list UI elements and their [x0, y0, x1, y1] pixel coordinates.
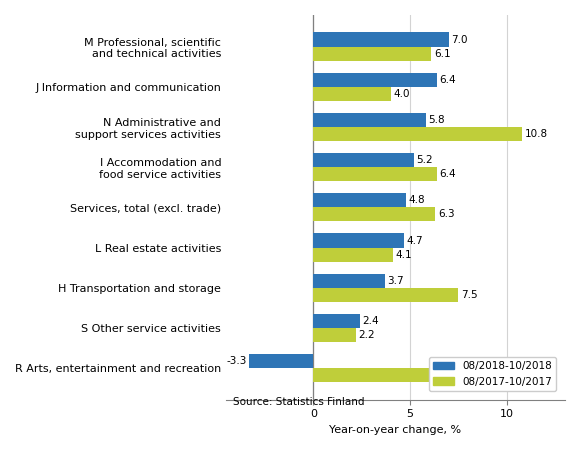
Text: 5.2: 5.2: [416, 155, 433, 165]
Bar: [313, 167, 437, 181]
Bar: [313, 73, 437, 87]
Bar: [313, 288, 459, 302]
Text: Source: Statistics Finland: Source: Statistics Finland: [233, 397, 364, 407]
Text: 4.7: 4.7: [407, 235, 423, 246]
X-axis label: Year-on-year change, %: Year-on-year change, %: [329, 425, 462, 435]
Text: 4.8: 4.8: [409, 195, 425, 205]
Text: 6.3: 6.3: [438, 209, 454, 220]
Bar: [313, 328, 356, 342]
Text: 4.1: 4.1: [395, 250, 412, 260]
Text: 5.8: 5.8: [428, 115, 445, 125]
Bar: [313, 32, 449, 46]
Text: -3.3: -3.3: [226, 356, 247, 366]
Bar: [313, 153, 414, 167]
Bar: [313, 314, 360, 328]
Bar: [313, 113, 426, 127]
Text: 3.7: 3.7: [387, 276, 404, 286]
Text: 7.0: 7.0: [451, 35, 468, 45]
Bar: [313, 46, 432, 61]
Text: 2.4: 2.4: [362, 316, 379, 326]
Text: 7.5: 7.5: [461, 290, 478, 300]
Legend: 08/2018-10/2018, 08/2017-10/2017: 08/2018-10/2018, 08/2017-10/2017: [429, 357, 556, 391]
Text: 6.4: 6.4: [440, 169, 456, 179]
Bar: [313, 194, 406, 207]
Bar: [313, 207, 435, 221]
Text: 6.1: 6.1: [434, 49, 451, 58]
Bar: [249, 354, 313, 368]
Bar: [313, 274, 385, 288]
Text: 6.5: 6.5: [441, 370, 458, 380]
Bar: [313, 368, 439, 382]
Bar: [313, 87, 391, 101]
Text: 6.4: 6.4: [440, 75, 456, 85]
Text: 2.2: 2.2: [358, 330, 375, 340]
Text: 10.8: 10.8: [525, 129, 548, 139]
Bar: [313, 248, 393, 261]
Bar: [313, 234, 404, 248]
Text: 4.0: 4.0: [393, 89, 409, 99]
Bar: [313, 127, 523, 141]
